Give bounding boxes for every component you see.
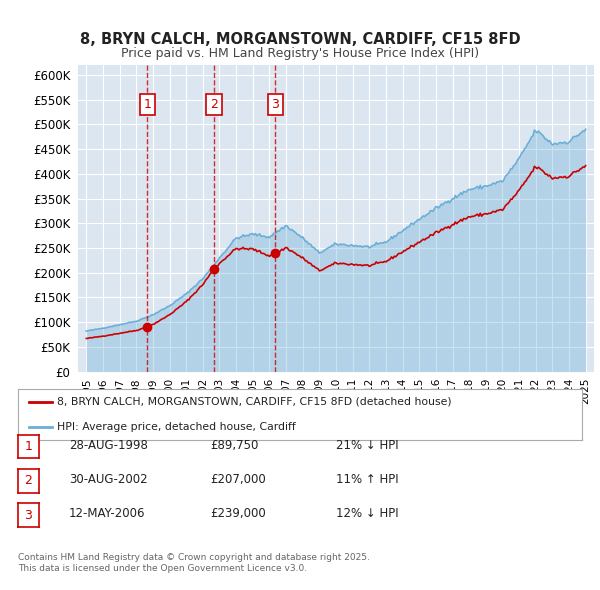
Text: 2: 2: [210, 98, 218, 111]
Text: 3: 3: [271, 98, 280, 111]
Text: £89,750: £89,750: [210, 439, 259, 452]
Text: 2: 2: [25, 474, 32, 487]
Text: 12% ↓ HPI: 12% ↓ HPI: [336, 507, 398, 520]
Text: 30-AUG-2002: 30-AUG-2002: [69, 473, 148, 486]
Text: 1: 1: [25, 440, 32, 453]
Text: Price paid vs. HM Land Registry's House Price Index (HPI): Price paid vs. HM Land Registry's House …: [121, 47, 479, 60]
Text: £239,000: £239,000: [210, 507, 266, 520]
Text: 28-AUG-1998: 28-AUG-1998: [69, 439, 148, 452]
Text: Contains HM Land Registry data © Crown copyright and database right 2025.
This d: Contains HM Land Registry data © Crown c…: [18, 553, 370, 573]
Text: 11% ↑ HPI: 11% ↑ HPI: [336, 473, 398, 486]
Text: 12-MAY-2006: 12-MAY-2006: [69, 507, 146, 520]
Text: 8, BRYN CALCH, MORGANSTOWN, CARDIFF, CF15 8FD (detached house): 8, BRYN CALCH, MORGANSTOWN, CARDIFF, CF1…: [58, 397, 452, 407]
Text: 8, BRYN CALCH, MORGANSTOWN, CARDIFF, CF15 8FD: 8, BRYN CALCH, MORGANSTOWN, CARDIFF, CF1…: [80, 32, 520, 47]
Text: 21% ↓ HPI: 21% ↓ HPI: [336, 439, 398, 452]
Text: £207,000: £207,000: [210, 473, 266, 486]
Text: HPI: Average price, detached house, Cardiff: HPI: Average price, detached house, Card…: [58, 422, 296, 432]
Text: 3: 3: [25, 509, 32, 522]
Text: 1: 1: [143, 98, 151, 111]
